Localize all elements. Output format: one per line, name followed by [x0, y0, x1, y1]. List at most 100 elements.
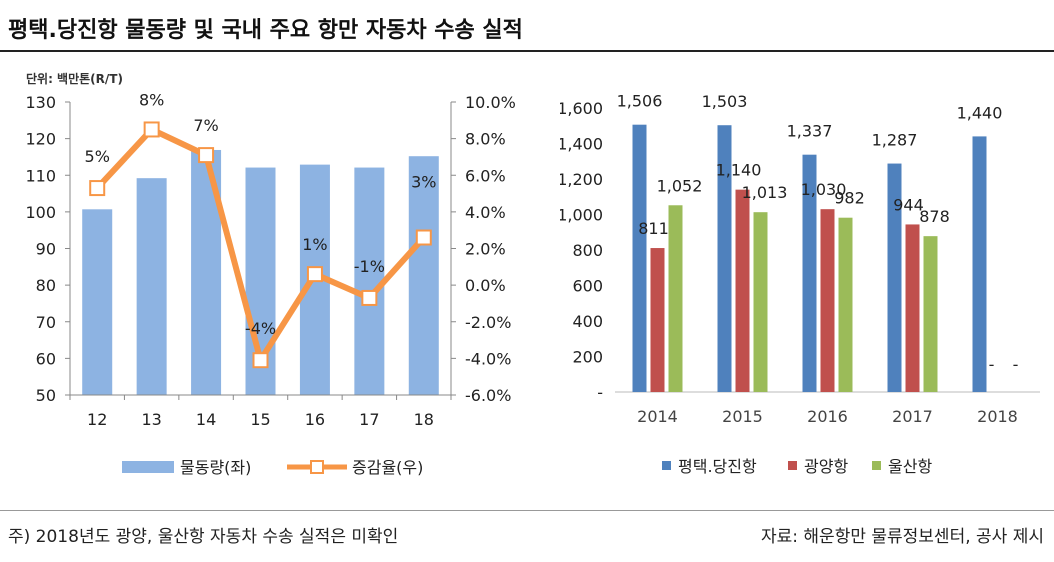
left-tick-label: 100	[25, 203, 56, 222]
x-tick-label: 2015	[722, 407, 763, 426]
data-label: -1%	[354, 257, 385, 276]
data-label: 8%	[139, 90, 164, 109]
right-tick-label: 4.0%	[465, 203, 506, 222]
right-tick-label: 6.0%	[465, 166, 506, 185]
x-tick-label: 18	[414, 410, 434, 429]
unit-label: 단위: 백만톤(R/T)	[26, 72, 123, 86]
line-marker	[89, 180, 106, 197]
y-tick-label: -	[597, 383, 603, 402]
data-label: -	[989, 355, 995, 374]
x-tick-label: 14	[196, 410, 216, 429]
bar	[838, 217, 853, 392]
bar	[753, 212, 768, 392]
y-tick-label: 1,200	[560, 170, 603, 189]
x-tick-label: 12	[87, 410, 107, 429]
data-label: -	[1013, 355, 1019, 374]
legend-swatch	[662, 461, 671, 470]
bar	[354, 167, 385, 395]
right-tick-label: 2.0%	[465, 240, 506, 259]
left-chart: 130 120 110 100 90 80 70 60 50 10.0% 8.0% 6.0% 4.0% 2…	[25, 90, 516, 477]
bar	[735, 189, 750, 392]
line-marker	[252, 352, 269, 369]
data-label: 1,440	[957, 103, 1003, 122]
data-label: 1,052	[657, 176, 703, 195]
data-label: 1%	[302, 235, 327, 254]
right-tick-label: -6.0%	[465, 386, 511, 405]
left-tick-label: 70	[36, 313, 56, 332]
bar	[136, 178, 167, 395]
legend-label: 광양항	[804, 457, 848, 476]
left-tick-label: 110	[25, 166, 56, 185]
data-label: 878	[919, 207, 950, 226]
line-marker	[306, 266, 323, 283]
source-note: 자료: 해운항만 물류정보센터, 공사 제시	[761, 527, 1044, 547]
figure-title: 평택.당진항 물동량 및 국내 주요 항만 자동차 수송 실적	[8, 18, 523, 43]
left-tick-label: 130	[25, 93, 56, 112]
data-label: 1,030	[801, 180, 847, 199]
line-marker	[361, 289, 378, 306]
y-tick-label: 1,000	[560, 206, 603, 225]
data-label: 1,013	[742, 183, 788, 202]
data-label: 982	[834, 189, 865, 208]
x-tick-label: 13	[141, 410, 161, 429]
x-tick-label: 2014	[637, 407, 678, 426]
data-label: 1,287	[872, 131, 918, 150]
right-tick-label: -4.0%	[465, 349, 511, 368]
legend-label: 평택.당진항	[678, 457, 757, 476]
right-tick-label: 10.0%	[465, 93, 516, 112]
y-tick-label: 1,600	[560, 99, 603, 118]
line-marker	[198, 147, 215, 164]
bar	[923, 236, 938, 392]
bar	[82, 209, 113, 395]
left-tick-label: 120	[25, 130, 56, 149]
data-label: 5%	[85, 147, 110, 166]
legend-label: 울산항	[888, 457, 932, 476]
y-tick-label: 1,400	[560, 135, 603, 154]
line-marker	[415, 229, 432, 246]
top-rule	[0, 50, 1054, 52]
bar	[820, 209, 835, 392]
left-tick-label: 80	[36, 276, 56, 295]
bar	[668, 205, 683, 392]
bar	[887, 163, 902, 392]
right-tick-label: -2.0%	[465, 313, 511, 332]
y-tick-label: 600	[572, 277, 603, 296]
bar	[632, 124, 647, 392]
data-label: 944	[893, 195, 924, 214]
footnote: 주) 2018년도 광양, 울산항 자동차 수송 실적은 미확인	[8, 527, 399, 547]
legend-swatch	[788, 461, 797, 470]
x-tick-label: 2018	[977, 407, 1018, 426]
data-label: 1,337	[787, 122, 833, 141]
data-label: 1,506	[617, 92, 663, 111]
left-tick-label: 90	[36, 240, 56, 259]
bar	[802, 154, 817, 392]
right-tick-label: 8.0%	[465, 130, 506, 149]
left-tick-label: 50	[36, 386, 56, 405]
x-tick-label: 2016	[807, 407, 848, 426]
data-label: 1,503	[702, 92, 748, 111]
x-tick-label: 17	[359, 410, 379, 429]
y-tick-label: 200	[572, 348, 603, 367]
left-tick-label: 60	[36, 349, 56, 368]
x-tick-label: 16	[305, 410, 325, 429]
data-label: 3%	[411, 173, 436, 192]
data-label: 811	[638, 219, 669, 238]
legend-label: 물동량(좌)	[180, 458, 251, 477]
right-chart: 1,600 1,400 1,200 1,000 800 600 400 200 - 2014 201…	[560, 92, 1040, 476]
legend-swatch	[872, 461, 881, 470]
bar	[408, 156, 439, 395]
y-tick-label: 400	[572, 312, 603, 331]
line-marker	[143, 121, 160, 138]
y-tick-label: 800	[572, 241, 603, 260]
data-label: 7%	[193, 116, 218, 135]
bar	[972, 136, 987, 392]
legend-label: 증감율(우)	[352, 458, 423, 477]
x-tick-label: 15	[250, 410, 270, 429]
bar	[905, 224, 920, 392]
bar	[650, 248, 665, 392]
bar	[717, 125, 732, 392]
data-label: 1,140	[716, 161, 762, 180]
data-label: -4%	[245, 319, 276, 338]
right-tick-label: 0.0%	[465, 276, 506, 295]
